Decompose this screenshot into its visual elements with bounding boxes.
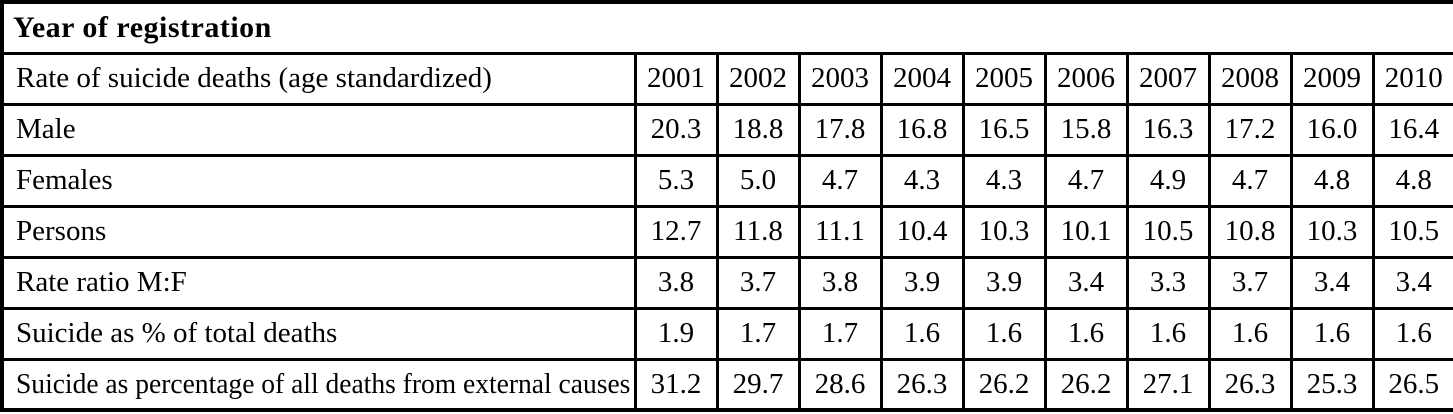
year-header-cell: 2005 (961, 51, 1047, 106)
row-label-text: Male (16, 113, 76, 145)
row-label-cell: Suicide as % of total deaths (0, 306, 637, 361)
value-cell: 12.7 (633, 204, 719, 259)
value-cell: 3.7 (715, 255, 801, 310)
year-header-cell: 2001 (633, 51, 719, 106)
value-cell: 3.8 (633, 255, 719, 310)
table-row: Male 20.3 18.8 17.8 16.8 16.5 15.8 16.3 17.2 16.0… (0, 102, 1453, 157)
value-cell: 16.8 (879, 102, 965, 157)
value-cell: 3.4 (1289, 255, 1375, 310)
value-cell: 10.4 (879, 204, 965, 259)
value-cell: 1.9 (633, 306, 719, 361)
value-cell: 5.0 (715, 153, 801, 208)
value-cell: 18.8 (715, 102, 801, 157)
value-cell: 31.2 (633, 357, 719, 412)
value-cell: 10.5 (1371, 204, 1453, 259)
year-header-cell: 2006 (1043, 51, 1129, 106)
value-cell: 4.9 (1125, 153, 1211, 208)
value-cell: 10.3 (1289, 204, 1375, 259)
row-label-text: Persons (16, 215, 107, 247)
year-header-cell: 2003 (797, 51, 883, 106)
table-row: Rate ratio M:F 3.8 3.7 3.8 3.9 3.9 3.4 3.3 3.7 3.… (0, 255, 1453, 310)
year-header-cell: 2007 (1125, 51, 1211, 106)
value-cell: 10.1 (1043, 204, 1129, 259)
value-cell: 4.7 (1207, 153, 1293, 208)
value-cell: 11.8 (715, 204, 801, 259)
row-label-cell: Suicide as percentage of all deaths from… (0, 357, 637, 412)
value-cell: 1.6 (961, 306, 1047, 361)
value-cell: 4.8 (1371, 153, 1453, 208)
value-cell: 27.1 (1125, 357, 1211, 412)
value-cell: 4.7 (797, 153, 883, 208)
value-cell: 26.5 (1371, 357, 1453, 412)
header-label-cell: Rate of suicide deaths (age standardized… (0, 51, 637, 106)
value-cell: 10.3 (961, 204, 1047, 259)
value-cell: 1.7 (715, 306, 801, 361)
row-label-cell: Persons (0, 204, 637, 259)
value-cell: 20.3 (633, 102, 719, 157)
value-cell: 1.6 (1207, 306, 1293, 361)
value-cell: 26.3 (879, 357, 965, 412)
value-cell: 16.3 (1125, 102, 1211, 157)
value-cell: 3.3 (1125, 255, 1211, 310)
table-title-row: Year of registration (0, 0, 1453, 55)
value-cell: 16.0 (1289, 102, 1375, 157)
value-cell: 16.5 (961, 102, 1047, 157)
value-cell: 15.8 (1043, 102, 1129, 157)
value-cell: 17.2 (1207, 102, 1293, 157)
value-cell: 1.6 (1371, 306, 1453, 361)
value-cell: 25.3 (1289, 357, 1375, 412)
value-cell: 1.6 (1125, 306, 1211, 361)
row-label-text: Suicide as % of total deaths (16, 317, 338, 349)
value-cell: 4.3 (961, 153, 1047, 208)
table-row: Females 5.3 5.0 4.7 4.3 4.3 4.7 4.9 4.7 4.8 4.8 (0, 153, 1453, 208)
value-cell: 5.3 (633, 153, 719, 208)
value-cell: 3.9 (879, 255, 965, 310)
row-label-cell: Rate ratio M:F (0, 255, 637, 310)
table-row: Persons 12.7 11.8 11.1 10.4 10.3 10.1 10.5 10.8 1… (0, 204, 1453, 259)
table-header-row: Rate of suicide deaths (age standardized… (0, 51, 1453, 106)
row-label-cell: Females (0, 153, 637, 208)
row-label-text: Suicide as percentage of all deaths from… (16, 367, 631, 400)
value-cell: 3.9 (961, 255, 1047, 310)
row-label-cell: Male (0, 102, 637, 157)
year-header-cell: 2009 (1289, 51, 1375, 106)
value-cell: 26.3 (1207, 357, 1293, 412)
value-cell: 4.8 (1289, 153, 1375, 208)
table-row: Suicide as % of total deaths 1.9 1.7 1.7 1.6… (0, 306, 1453, 361)
row-label-text: Rate ratio M:F (16, 266, 187, 298)
value-cell: 16.4 (1371, 102, 1453, 157)
value-cell: 4.7 (1043, 153, 1129, 208)
table-row: Suicide as percentage of all deaths from… (0, 357, 1453, 412)
year-header-cell: 2008 (1207, 51, 1293, 106)
header-label-text: Rate of suicide deaths (age standardized… (16, 62, 492, 94)
value-cell: 3.8 (797, 255, 883, 310)
value-cell: 1.7 (797, 306, 883, 361)
value-cell: 10.8 (1207, 204, 1293, 259)
value-cell: 17.8 (797, 102, 883, 157)
year-header-cell: 2004 (879, 51, 965, 106)
value-cell: 3.4 (1043, 255, 1129, 310)
table-title: Year of registration (0, 0, 1453, 55)
value-cell: 10.5 (1125, 204, 1211, 259)
value-cell: 1.6 (879, 306, 965, 361)
value-cell: 26.2 (961, 357, 1047, 412)
value-cell: 1.6 (1043, 306, 1129, 361)
value-cell: 3.7 (1207, 255, 1293, 310)
value-cell: 29.7 (715, 357, 801, 412)
value-cell: 4.3 (879, 153, 965, 208)
value-cell: 3.4 (1371, 255, 1453, 310)
year-header-cell: 2002 (715, 51, 801, 106)
value-cell: 1.6 (1289, 306, 1375, 361)
year-header-cell: 2010 (1371, 51, 1453, 106)
row-label-text: Females (16, 164, 113, 196)
value-cell: 26.2 (1043, 357, 1129, 412)
value-cell: 11.1 (797, 204, 883, 259)
value-cell: 28.6 (797, 357, 883, 412)
